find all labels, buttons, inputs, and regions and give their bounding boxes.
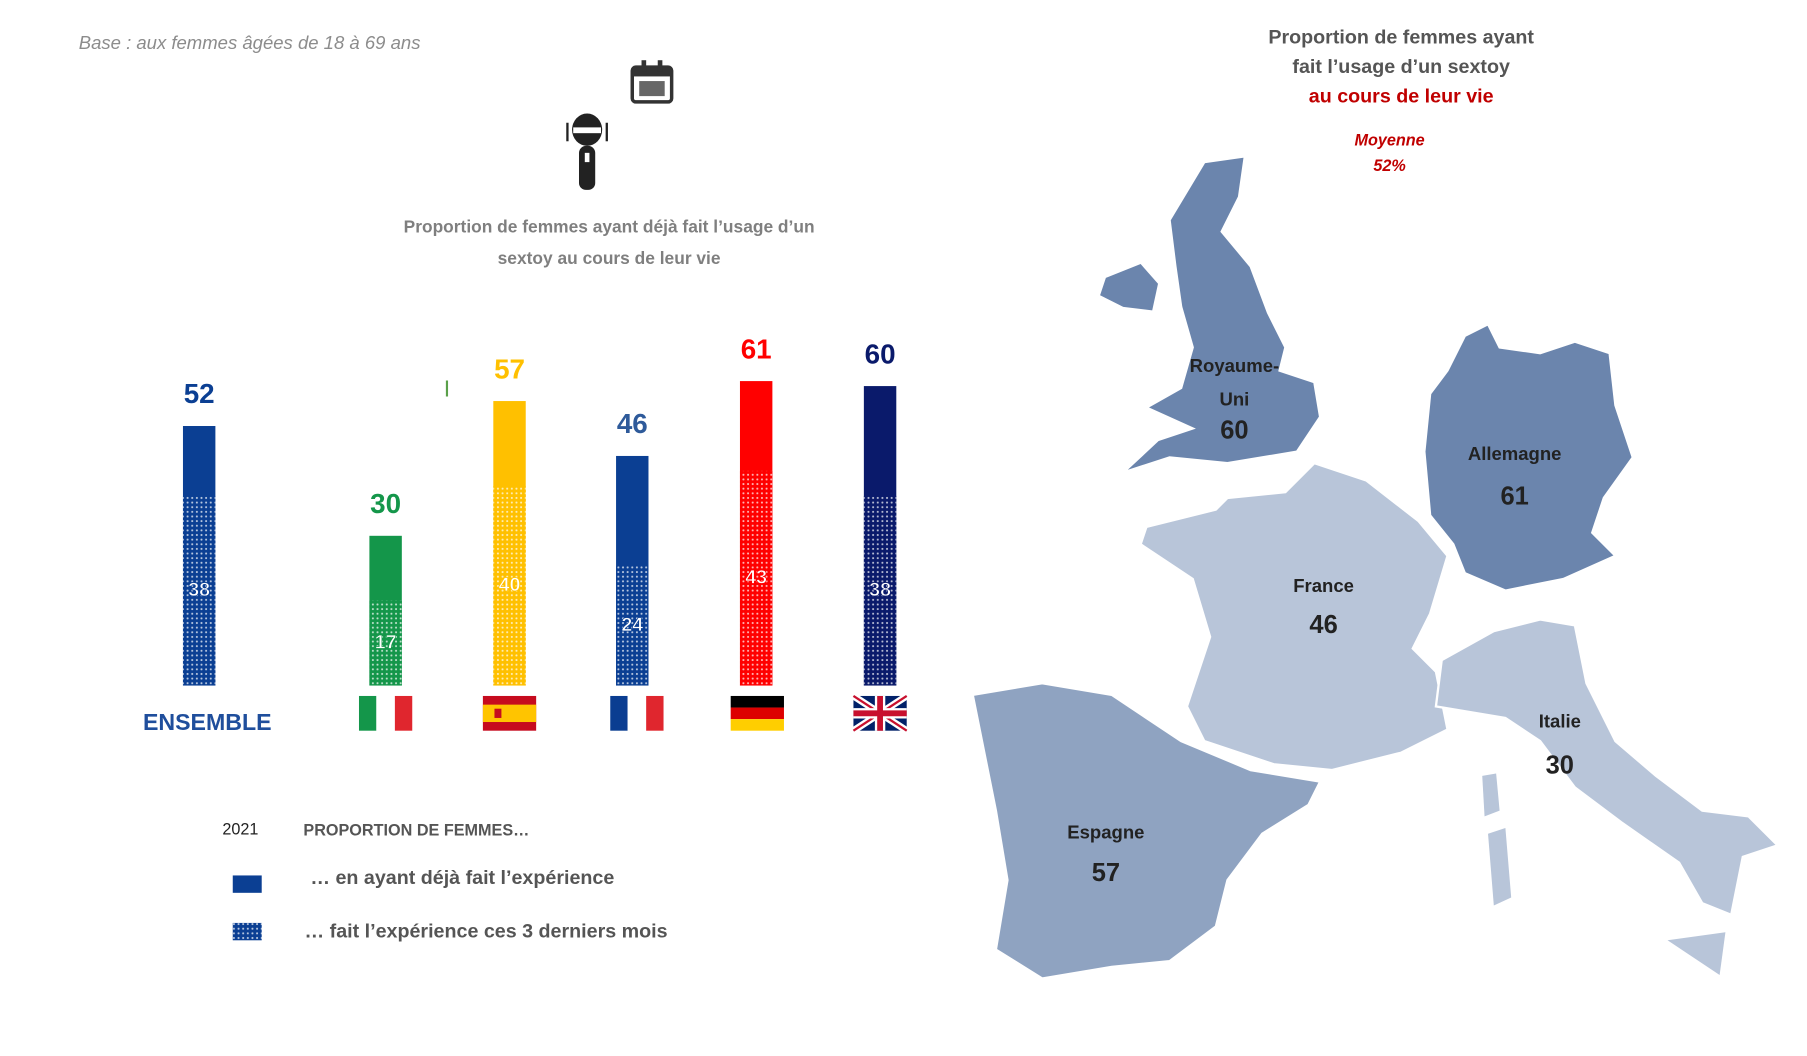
canvas: Base : aux femmes âgées de 18 à 69 ans P… [79,26,1780,980]
chart-title: Proportion de femmes ayant déjà fait l’u… [404,217,815,237]
flag-germany [730,695,784,731]
map-region [1139,461,1449,772]
flag-spain [482,695,537,731]
chart-title: sextoy au cours de leur vie [498,248,721,268]
map-title: fait l’usage d’un sextoy [1292,56,1510,78]
map-sardinia [1488,827,1512,906]
inner-label: 40 [499,574,521,596]
map-title: au cours de leur vie [1309,85,1494,107]
legend-year: 2021 [222,821,258,839]
map-corsica [1482,773,1500,817]
average-label: Moyenne [1354,132,1424,150]
map-region [1423,322,1635,592]
legend-label: … en ayant déjà fait l’expérience [310,867,614,889]
map-ireland [1100,264,1158,311]
region-name: Allemagne [1468,443,1562,464]
bar-recent [863,495,897,686]
map-region [971,682,1322,980]
map-sicily [1667,932,1726,976]
calendar-icon [630,60,674,104]
region-name: Uni [1220,389,1250,410]
bar-recent [616,565,649,686]
inner-label: 17 [375,631,397,653]
base-note: Base : aux femmes âgées de 18 à 69 ans [79,32,421,53]
value-label: 61 [741,333,772,364]
value-label: 30 [370,488,401,519]
region-name: Italie [1539,710,1581,731]
inner-label: 38 [188,579,210,601]
flag-france [610,695,664,731]
bar-recent [493,485,526,686]
flag-italy [358,695,413,731]
region-value: 30 [1546,751,1574,779]
vibrator-icon [566,113,608,190]
region-value: 57 [1092,859,1120,887]
region-value: 61 [1500,483,1528,511]
annotation: I [444,375,450,401]
average-value: 52% [1373,157,1405,175]
legend-swatch [232,875,262,893]
map-title: Proportion de femmes ayant [1268,26,1534,48]
bar-recent [182,495,216,686]
bar-recent [739,470,773,686]
legend-label: … fait l’expérience ces 3 derniers mois [305,920,668,942]
flag-uk [851,693,909,734]
inner-label: 38 [869,579,891,601]
region-name: Royaume- [1190,355,1280,376]
region-value: 60 [1220,417,1248,445]
value-label: 57 [494,353,525,384]
inner-label: 24 [621,614,643,636]
legend-title: PROPORTION DE FEMMES… [303,822,529,840]
map-region [1434,618,1780,917]
map-region [1122,154,1322,474]
value-label: 60 [865,338,896,369]
value-label: 52 [184,378,215,409]
region-name: Espagne [1067,822,1144,843]
value-label: 46 [617,408,648,439]
bar-recent [369,600,402,686]
region-value: 46 [1309,611,1337,639]
region-name: France [1293,575,1354,596]
inner-label: 43 [745,566,767,588]
category-label: ENSEMBLE [143,709,272,735]
legend-swatch [232,922,262,941]
